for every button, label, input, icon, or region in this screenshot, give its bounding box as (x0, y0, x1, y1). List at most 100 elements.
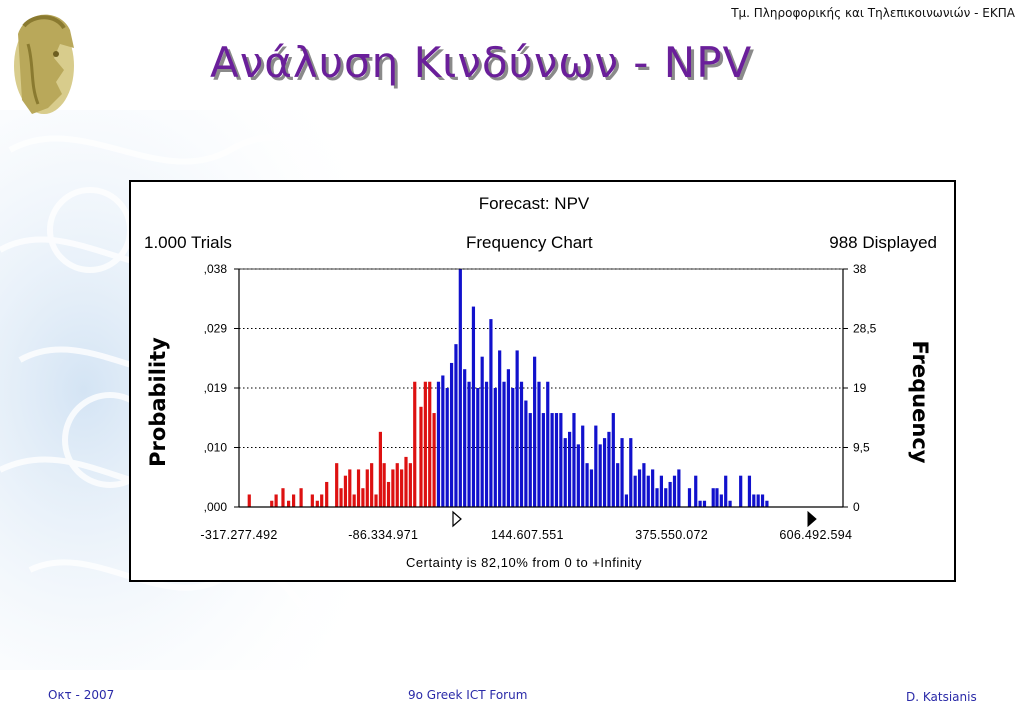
histogram-bar (694, 475, 698, 507)
x-tick-label: 606.492.594 (779, 528, 852, 542)
forecast-chart: Forecast: NPV 1.000 Trials Frequency Cha… (144, 194, 937, 570)
histogram-bar (325, 481, 329, 507)
tick-labels: ,000 ,010 ,019 ,029 ,038 0 9,5 19 28,5 38 -317.277… (200, 262, 876, 542)
left-tick-label: ,038 (204, 262, 228, 276)
left-tick-label: ,000 (204, 500, 228, 514)
histogram-bar (598, 444, 602, 507)
histogram-bar (576, 444, 580, 507)
chart-title: Forecast: NPV (479, 194, 590, 213)
histogram-bar (594, 425, 598, 507)
slide-title: Ανάλυση Κινδύνων - NPV (210, 38, 753, 87)
histogram-bar (463, 369, 467, 507)
certainty-left-grabber[interactable] (452, 510, 462, 528)
histogram-bar (502, 381, 506, 507)
histogram-bar (719, 494, 723, 507)
histogram-bar (361, 488, 365, 507)
department-header: Τμ. Πληροφορικής και Τηλεπικοινωνιών - Ε… (731, 6, 1015, 20)
histogram-bar (352, 494, 356, 507)
histogram-bar (589, 469, 594, 507)
histogram-bar (541, 413, 545, 507)
histogram-bar (765, 500, 769, 507)
histogram-bar (629, 438, 633, 507)
histogram-bar (320, 494, 324, 507)
left-tick-label: ,019 (204, 381, 228, 395)
y-axis-label-left: Probability (146, 337, 170, 467)
histogram-bar (602, 438, 607, 507)
footer-author: D. Katsianis (906, 690, 977, 704)
histogram-bar (633, 475, 637, 507)
histogram-bar (698, 500, 702, 507)
histogram-bar (476, 388, 480, 507)
x-tick-label: 144.607.551 (491, 528, 564, 542)
histogram-bar (247, 494, 251, 507)
histogram-bar (449, 362, 454, 507)
histogram-bar (672, 475, 677, 507)
histogram-bar (365, 469, 369, 507)
histogram-bar (515, 350, 519, 507)
histogram-bar (408, 463, 412, 507)
histogram-bar (423, 381, 427, 507)
histogram-bars (247, 269, 769, 507)
histogram-bar (585, 463, 589, 507)
right-tick-label: 19 (853, 381, 867, 395)
histogram-bar (498, 350, 502, 507)
histogram-bar (651, 469, 655, 507)
histogram-bar (356, 469, 361, 507)
histogram-bar (537, 381, 541, 507)
footer-date: Οκτ - 2007 (48, 688, 115, 702)
histogram-bar (335, 463, 339, 507)
histogram-bar (315, 500, 319, 507)
histogram-bar (524, 400, 528, 507)
histogram-bar (281, 488, 285, 507)
histogram-bar (310, 494, 314, 507)
histogram-bar (511, 388, 515, 507)
histogram-bar (489, 319, 493, 507)
x-tick-label: -86.334.971 (348, 528, 418, 542)
histogram-bar (559, 413, 563, 507)
left-tick-label: ,029 (204, 322, 228, 336)
certainty-right-grabber[interactable] (807, 510, 817, 528)
histogram-bar (620, 438, 624, 507)
histogram-bar (533, 356, 537, 507)
histogram-bar (445, 388, 449, 507)
histogram-bar (413, 381, 417, 507)
histogram-bar (506, 369, 511, 507)
histogram-bar (563, 438, 567, 507)
histogram-bar (436, 381, 441, 507)
histogram-bar (404, 456, 408, 507)
right-tick-label: 0 (853, 500, 860, 514)
histogram-bar (270, 500, 274, 507)
histogram-bar (546, 381, 550, 507)
histogram-bar (348, 469, 352, 507)
histogram-bar (395, 463, 399, 507)
university-logo (14, 14, 74, 115)
histogram-bar (752, 494, 756, 507)
histogram-bar (382, 463, 386, 507)
histogram-bar (611, 413, 615, 507)
histogram-bar (616, 463, 620, 507)
histogram-bar (299, 488, 303, 507)
histogram-bar (607, 431, 611, 507)
chart-subtitle: Frequency Chart (466, 233, 593, 252)
histogram-bar (668, 481, 672, 507)
histogram-bar (572, 413, 576, 507)
histogram-bar (550, 413, 554, 507)
histogram-bar (747, 475, 752, 507)
right-tick-label: 38 (853, 262, 867, 276)
histogram-bar (454, 344, 458, 507)
histogram-bar (339, 488, 343, 507)
histogram-bar (756, 494, 760, 507)
histogram-bar (484, 381, 489, 507)
right-tick-label: 9,5 (853, 441, 870, 455)
histogram-bar (659, 475, 663, 507)
histogram-bar (480, 356, 484, 507)
histogram-bar (664, 488, 668, 507)
histogram-bar (386, 481, 391, 507)
certainty-text: Certainty is 82,10% from 0 to +Infinity (406, 555, 642, 570)
histogram-bar (646, 475, 650, 507)
histogram-bar (441, 375, 445, 507)
histogram-bar (655, 488, 659, 507)
histogram-bar (370, 463, 374, 507)
histogram-bar (428, 381, 432, 507)
histogram-bar (715, 488, 719, 507)
